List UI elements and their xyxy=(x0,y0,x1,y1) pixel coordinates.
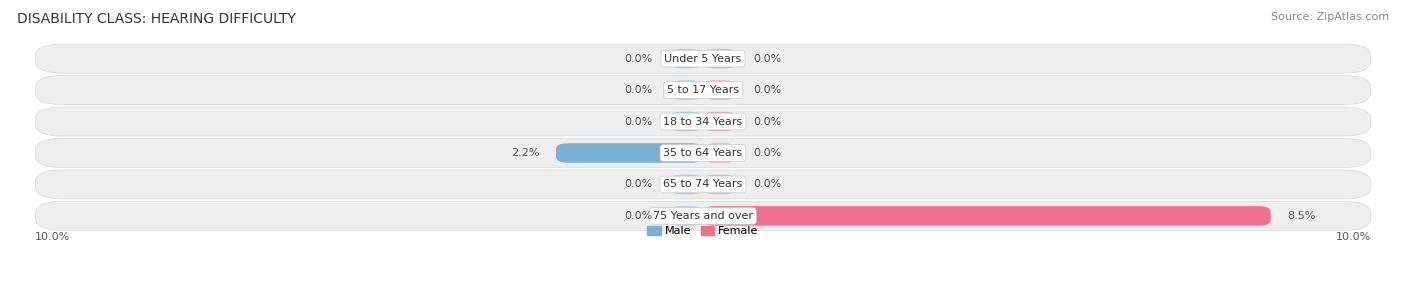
Text: 0.0%: 0.0% xyxy=(754,85,782,95)
FancyBboxPatch shape xyxy=(555,143,703,163)
FancyBboxPatch shape xyxy=(35,44,1371,73)
Text: 65 to 74 Years: 65 to 74 Years xyxy=(664,179,742,189)
Text: 0.0%: 0.0% xyxy=(624,211,652,221)
Text: DISABILITY CLASS: HEARING DIFFICULTY: DISABILITY CLASS: HEARING DIFFICULTY xyxy=(17,12,295,26)
FancyBboxPatch shape xyxy=(35,201,1371,230)
Text: Source: ZipAtlas.com: Source: ZipAtlas.com xyxy=(1271,12,1389,22)
Text: 0.0%: 0.0% xyxy=(754,54,782,64)
FancyBboxPatch shape xyxy=(669,175,703,194)
Text: 0.0%: 0.0% xyxy=(624,179,652,189)
FancyBboxPatch shape xyxy=(35,76,1371,105)
Text: 0.0%: 0.0% xyxy=(754,179,782,189)
Text: 0.0%: 0.0% xyxy=(624,117,652,127)
Text: 10.0%: 10.0% xyxy=(35,232,70,242)
FancyBboxPatch shape xyxy=(35,170,1371,199)
FancyBboxPatch shape xyxy=(703,206,1271,226)
Text: 35 to 64 Years: 35 to 64 Years xyxy=(664,148,742,158)
Text: 0.0%: 0.0% xyxy=(754,148,782,158)
FancyBboxPatch shape xyxy=(703,49,737,68)
Text: 0.0%: 0.0% xyxy=(624,85,652,95)
Text: 0.0%: 0.0% xyxy=(754,117,782,127)
FancyBboxPatch shape xyxy=(669,206,703,226)
FancyBboxPatch shape xyxy=(703,143,737,163)
FancyBboxPatch shape xyxy=(669,112,703,131)
FancyBboxPatch shape xyxy=(703,112,737,131)
Text: 0.0%: 0.0% xyxy=(624,54,652,64)
Text: 2.2%: 2.2% xyxy=(510,148,540,158)
FancyBboxPatch shape xyxy=(703,80,737,100)
Text: 10.0%: 10.0% xyxy=(1336,232,1371,242)
FancyBboxPatch shape xyxy=(703,175,737,194)
Legend: Male, Female: Male, Female xyxy=(647,226,759,236)
Text: 5 to 17 Years: 5 to 17 Years xyxy=(666,85,740,95)
FancyBboxPatch shape xyxy=(669,49,703,68)
FancyBboxPatch shape xyxy=(35,138,1371,167)
Text: 18 to 34 Years: 18 to 34 Years xyxy=(664,117,742,127)
FancyBboxPatch shape xyxy=(35,107,1371,136)
Text: 8.5%: 8.5% xyxy=(1288,211,1316,221)
Text: 75 Years and over: 75 Years and over xyxy=(652,211,754,221)
Text: Under 5 Years: Under 5 Years xyxy=(665,54,741,64)
FancyBboxPatch shape xyxy=(669,80,703,100)
